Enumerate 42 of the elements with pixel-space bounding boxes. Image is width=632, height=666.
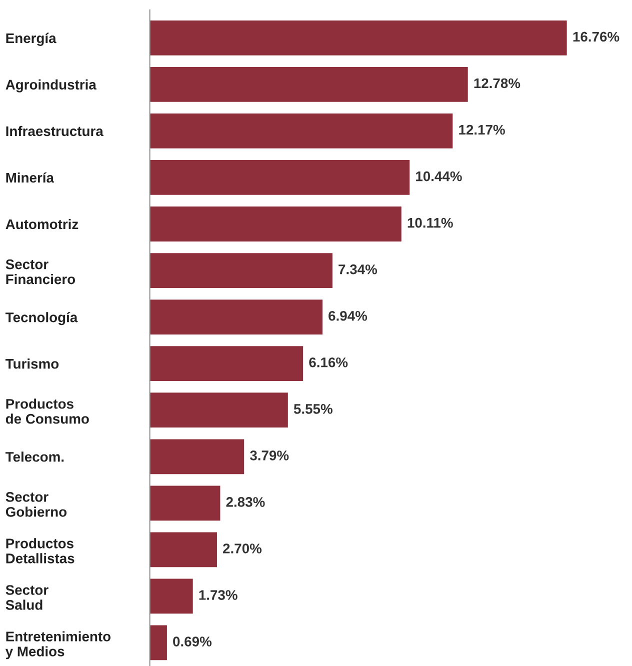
y-tick-label: Sector Salud [6, 585, 48, 610]
bar [150, 114, 453, 148]
y-tick-label: Infraestructura [6, 126, 104, 136]
y-tick-label: Entretenimiento y Medios [5, 631, 111, 660]
data-label: 12.17% [459, 124, 505, 135]
y-tick-label: Sector Gobierno [6, 492, 67, 517]
data-label: 0.69% [173, 636, 212, 646]
bar [150, 66, 468, 102]
y-tick-label: Automotriz [6, 218, 78, 230]
bar [150, 439, 244, 474]
y-tick-label: Tecnología [5, 312, 78, 326]
data-label: 16.76% [573, 32, 620, 42]
bar [150, 532, 217, 568]
bar [150, 486, 220, 521]
bar [150, 20, 567, 56]
data-label: 10.44% [416, 171, 462, 182]
data-label: 2.70% [223, 544, 262, 554]
data-label: 6.16% [309, 357, 348, 368]
bar [150, 300, 323, 335]
data-label: 1.73% [199, 590, 238, 600]
data-label: 12.78% [474, 78, 520, 88]
data-label: 10.11% [408, 218, 453, 228]
data-label: 7.34% [338, 264, 378, 274]
data-label: 3.79% [250, 450, 289, 460]
y-tick-label: Agroindustria [6, 79, 96, 92]
data-label: 2.83% [226, 497, 265, 507]
y-tick-label: Energía [6, 32, 56, 46]
y-tick-label: Productos de Consumo [6, 398, 89, 424]
y-tick-label: Productos Detallistas [6, 538, 74, 564]
bar [150, 392, 288, 428]
bar [150, 253, 332, 288]
data-label: 5.55% [294, 404, 332, 414]
bar [150, 160, 410, 195]
bar [150, 578, 193, 614]
y-tick-label: Sector Financiero [6, 259, 76, 284]
bar [150, 625, 167, 660]
bar [150, 206, 402, 242]
y-tick-label: Telecom. [5, 452, 64, 462]
y-tick-label: Minería [6, 172, 54, 183]
y-tick-label: Turismo [5, 358, 59, 369]
bar [150, 346, 304, 382]
data-label: 6.94% [328, 310, 368, 321]
